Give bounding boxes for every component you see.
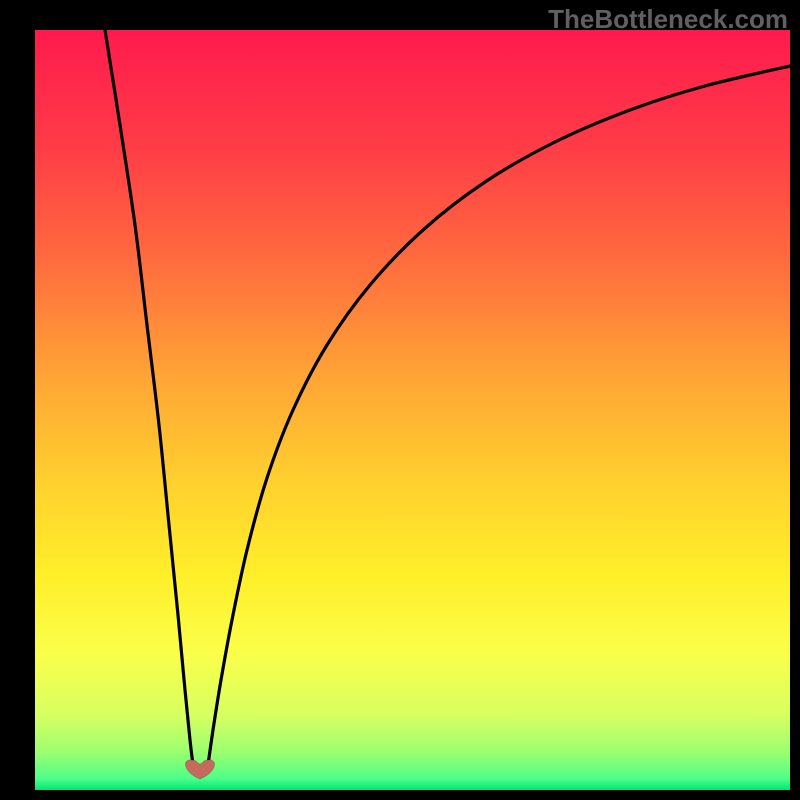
curve-right-branch [208,66,790,765]
figure-root: TheBottleneck.com [0,0,800,800]
watermark-text: TheBottleneck.com [548,4,788,35]
cusp-heart-marker [185,760,214,779]
curve-left-branch [105,30,193,765]
plot-area [35,30,790,790]
curve-layer [35,30,790,790]
